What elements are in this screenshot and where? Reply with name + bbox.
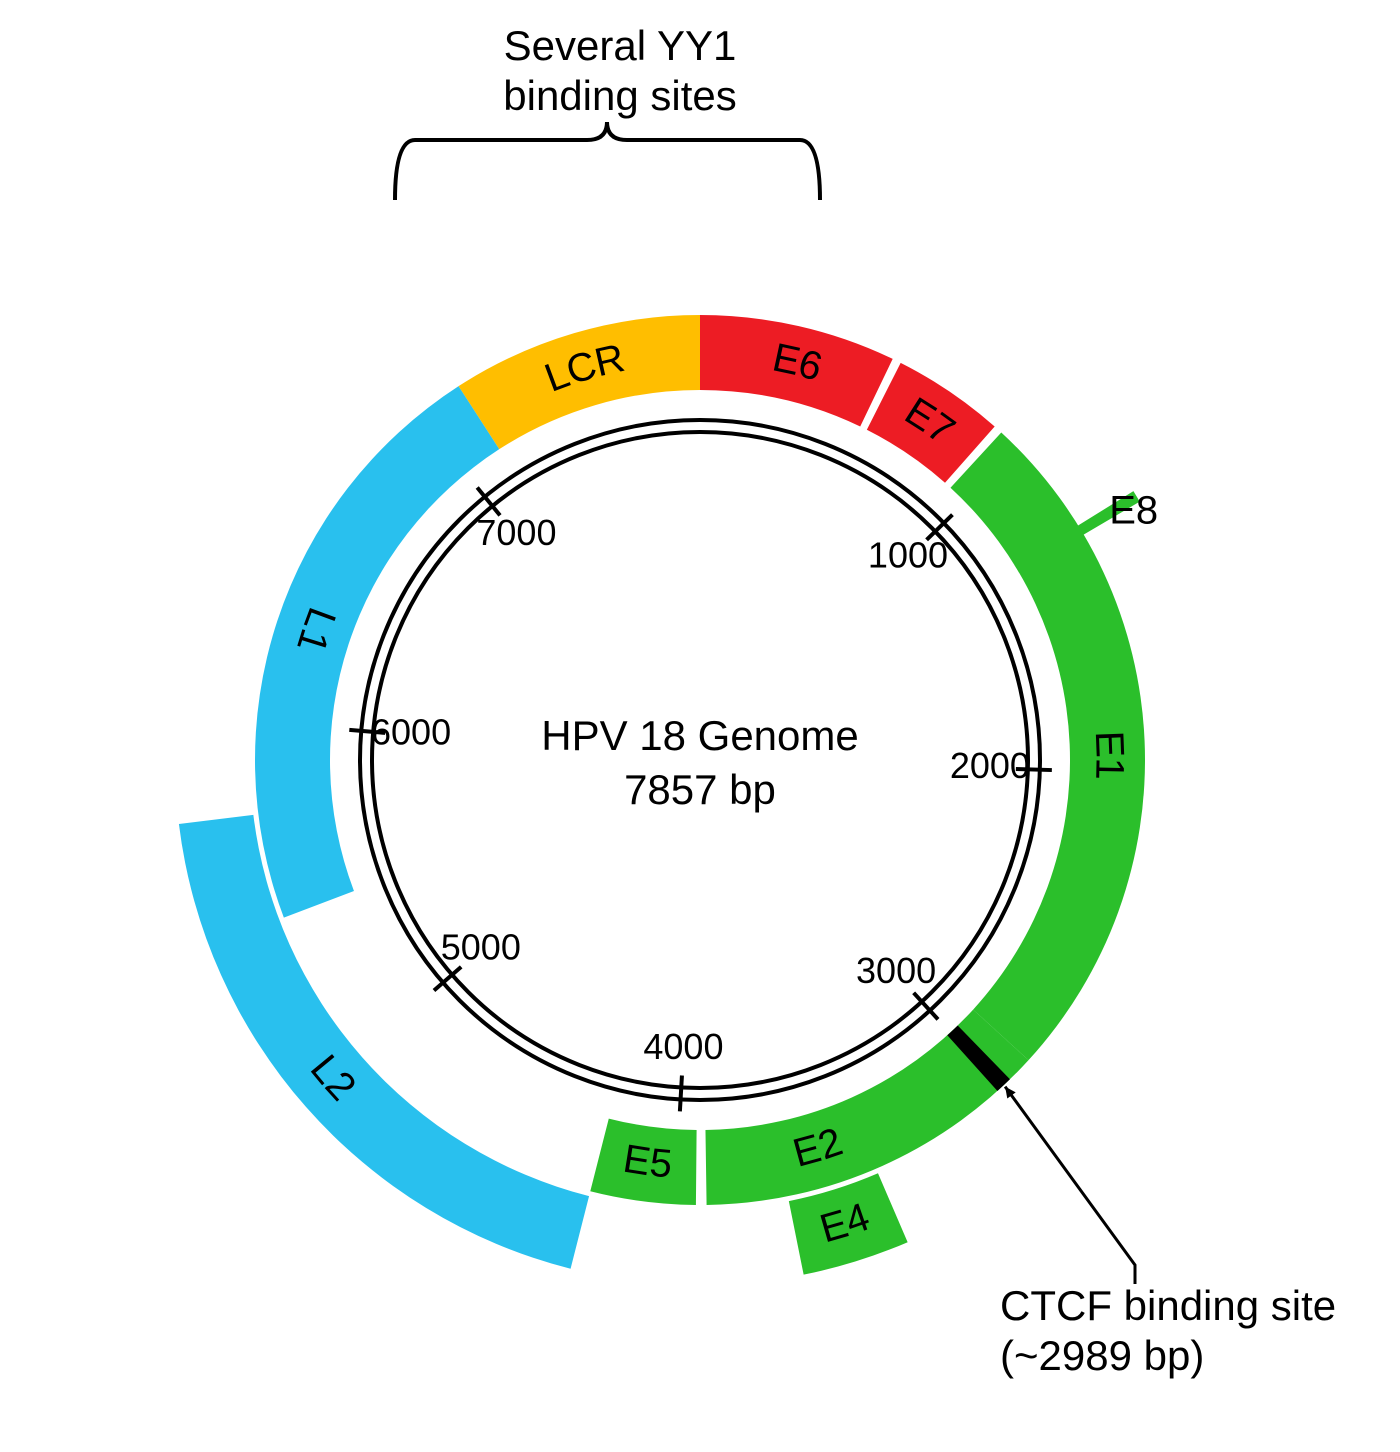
yy1-annotation-line2: binding sites <box>503 72 736 119</box>
yy1-annotation-line1: Several YY1 <box>504 22 737 69</box>
tick-label: 3000 <box>856 950 936 991</box>
center-title: HPV 18 Genome <box>541 712 859 759</box>
genome-map-figure: 1000 2000 3000 4000 5000 6000 7000 HPV 18 Genom… <box>0 0 1400 1452</box>
center-subtitle: 7857 bp <box>624 766 776 813</box>
tick-mark <box>680 1075 682 1111</box>
tick-label: 2000 <box>950 745 1030 786</box>
ctcf-annotation-line2: (~2989 bp) <box>1000 1332 1204 1379</box>
ctcf-annotation-line1: CTCF binding site <box>1000 1282 1336 1329</box>
tick-label: 4000 <box>643 1026 723 1067</box>
tick-label: 7000 <box>476 512 556 553</box>
tick-label: 6000 <box>371 712 451 753</box>
tick-label: 5000 <box>441 926 521 967</box>
segment-label-e5: E5 <box>620 1136 674 1186</box>
segment-label-e1: E1 <box>1087 730 1132 780</box>
tick-label: 1000 <box>868 534 948 575</box>
segment-label-e8: E8 <box>1109 488 1158 532</box>
